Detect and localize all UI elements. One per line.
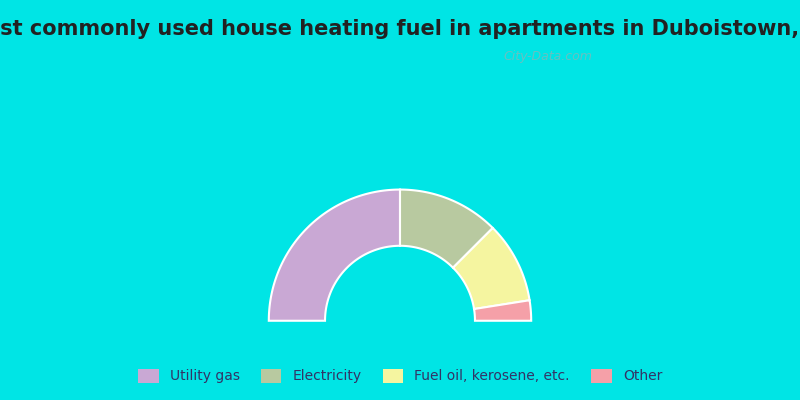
Polygon shape: [400, 190, 493, 268]
Text: Most commonly used house heating fuel in apartments in Duboistown, PA: Most commonly used house heating fuel in…: [0, 19, 800, 39]
Polygon shape: [474, 300, 531, 321]
Text: City-Data.com: City-Data.com: [503, 50, 592, 63]
Polygon shape: [453, 228, 530, 309]
Legend: Utility gas, Electricity, Fuel oil, kerosene, etc., Other: Utility gas, Electricity, Fuel oil, kero…: [132, 363, 668, 389]
Polygon shape: [269, 190, 400, 321]
